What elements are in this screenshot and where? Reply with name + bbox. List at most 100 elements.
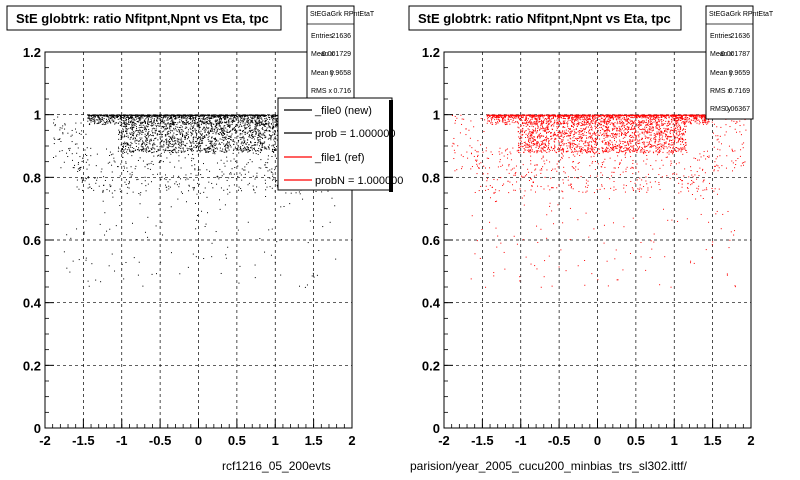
data-point: [219, 168, 221, 170]
data-point: [232, 152, 234, 154]
data-point: [190, 142, 192, 144]
data-point: [273, 121, 275, 123]
data-point: [185, 136, 187, 138]
data-point: [202, 128, 204, 130]
data-point: [254, 119, 256, 121]
data-point: [500, 115, 502, 117]
data-point: [207, 137, 209, 139]
data-point: [218, 114, 220, 116]
data-point: [221, 122, 223, 124]
data-point: [103, 114, 105, 116]
data-point: [617, 117, 619, 119]
data-point: [170, 116, 172, 118]
data-point: [163, 130, 165, 132]
data-point: [267, 124, 269, 126]
data-point: [219, 114, 221, 116]
data-point: [79, 169, 81, 171]
data-point: [195, 141, 197, 143]
data-point: [97, 122, 99, 124]
data-point: [74, 128, 76, 130]
data-point: [199, 117, 201, 119]
data-point: [174, 115, 176, 117]
data-point: [205, 148, 207, 150]
data-point: [167, 181, 169, 183]
data-point: [679, 115, 681, 117]
data-point: [180, 151, 182, 153]
data-point: [192, 116, 194, 118]
data-point: [123, 122, 125, 124]
data-point: [190, 144, 192, 146]
data-point: [237, 165, 239, 167]
data-point: [113, 160, 115, 162]
data-point: [117, 150, 119, 152]
data-point: [496, 122, 498, 124]
data-point: [154, 115, 156, 117]
data-point: [265, 166, 267, 168]
data-point: [263, 141, 265, 143]
data-point: [261, 145, 263, 147]
data-point: [241, 141, 243, 143]
data-point: [242, 122, 244, 124]
data-point: [275, 181, 277, 183]
data-point: [595, 121, 597, 123]
data-point: [142, 149, 144, 151]
data-point: [670, 118, 672, 120]
data-point: [115, 115, 117, 117]
data-point: [178, 147, 180, 149]
data-point: [210, 141, 212, 143]
data-point: [229, 115, 231, 117]
data-point: [232, 128, 234, 130]
data-point: [118, 132, 120, 134]
data-point: [157, 154, 159, 156]
data-point: [173, 138, 175, 140]
data-point: [226, 115, 228, 117]
data-point: [520, 116, 522, 118]
data-point: [145, 127, 147, 129]
data-point: [81, 178, 83, 180]
data-point: [232, 122, 234, 124]
data-point: [220, 114, 222, 116]
data-point: [133, 117, 135, 119]
data-point: [703, 117, 705, 119]
data-point: [126, 129, 128, 131]
data-point: [104, 115, 106, 117]
data-point: [124, 148, 126, 150]
data-point: [185, 132, 187, 134]
data-point: [131, 117, 133, 119]
data-point: [540, 121, 542, 123]
data-point: [119, 205, 121, 207]
data-point: [194, 144, 196, 146]
data-point: [618, 116, 620, 118]
data-point: [76, 143, 78, 145]
data-point: [247, 131, 249, 133]
data-point: [235, 148, 237, 150]
data-point: [130, 166, 132, 168]
data-point: [276, 114, 278, 116]
data-point: [228, 119, 230, 121]
data-point: [252, 185, 254, 187]
data-point: [541, 122, 543, 124]
data-point: [210, 131, 212, 133]
data-point: [521, 120, 523, 122]
data-point: [152, 134, 154, 136]
data-point: [147, 133, 149, 135]
data-point: [602, 121, 604, 123]
data-point: [536, 120, 538, 122]
data-point: [238, 120, 240, 122]
data-point: [703, 120, 705, 122]
data-point: [252, 115, 254, 117]
data-point: [249, 159, 251, 161]
data-point: [274, 115, 276, 117]
data-point: [171, 119, 173, 121]
data-point: [191, 148, 193, 150]
data-point: [167, 144, 169, 146]
data-point: [141, 123, 143, 125]
data-point: [140, 114, 142, 116]
data-point: [148, 135, 150, 137]
data-point: [200, 150, 202, 152]
data-point: [109, 184, 111, 186]
data-point: [250, 141, 252, 143]
data-point: [552, 116, 554, 118]
data-point: [183, 123, 185, 125]
data-point: [231, 124, 233, 126]
